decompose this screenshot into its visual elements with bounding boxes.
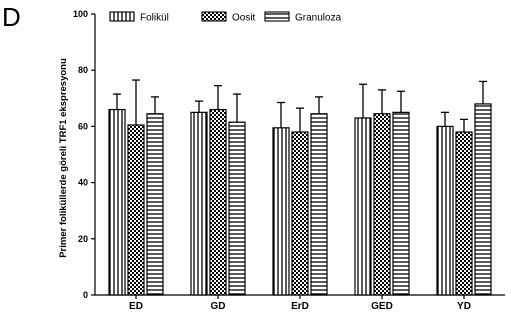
bar-YD-Oosit [455, 131, 473, 296]
bar-ED-Folikül [108, 108, 126, 296]
y-axis-title: Primer foliküllerde göreli TRF1 ekspresy… [58, 58, 69, 258]
bar-GD-Granuloza [228, 121, 246, 296]
y-tick-label-40: 40 [78, 178, 88, 188]
bar-ED-Granuloza [146, 113, 164, 296]
legend-swatch-Folikül [109, 11, 135, 22]
x-tick-label-GD: GD [211, 301, 226, 312]
bars [108, 79, 492, 296]
x-tick-label-ErD: ErD [291, 301, 309, 312]
x-tick-label-YD: YD [457, 301, 471, 312]
bar-YD-Granuloza [474, 103, 492, 296]
bar-GD-Oosit [209, 108, 227, 296]
bar-YD-Folikül [436, 125, 454, 296]
bar-GED-Granuloza [392, 111, 410, 296]
legend-label-Folikül: Folikül [140, 13, 169, 24]
x-tick-label-ED: ED [129, 301, 143, 312]
y-tick-label-60: 60 [78, 121, 88, 131]
legend-swatch-Granuloza [264, 11, 290, 22]
legend: Folikül Oosit Granuloza [109, 11, 342, 24]
panel-letter: D [2, 2, 21, 32]
x-tick-label-GED: GED [371, 301, 393, 312]
bar-ED-Oosit [127, 124, 145, 296]
bar-GED-Oosit [373, 113, 391, 296]
bar-ErD-Oosit [291, 131, 309, 296]
y-tick-label-100: 100 [73, 9, 88, 19]
bar-GD-Folikül [190, 111, 208, 296]
legend-label-Oosit: Oosit [232, 13, 256, 24]
legend-label-Granuloza: Granuloza [295, 13, 342, 24]
bar-ErD-Granuloza [310, 113, 328, 296]
bar-ErD-Folikül [272, 127, 290, 296]
bar-GED-Folikül [354, 117, 372, 296]
y-tick-label-0: 0 [83, 290, 88, 300]
y-tick-label-20: 20 [78, 234, 88, 244]
legend-swatch-Oosit [201, 11, 227, 22]
y-tick-label-80: 80 [78, 65, 88, 75]
